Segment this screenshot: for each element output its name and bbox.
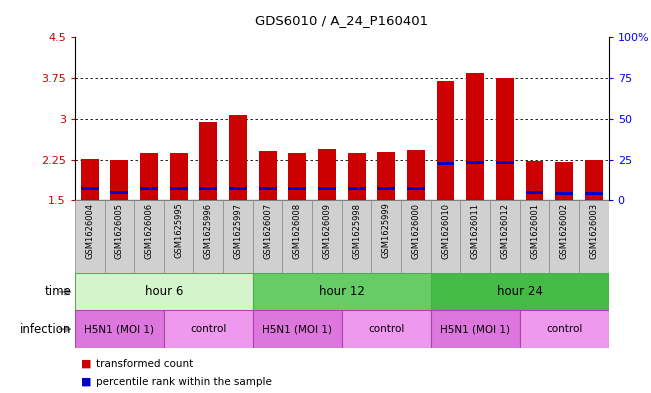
Bar (164, 310, 253, 348)
Bar (496, 78, 514, 200)
Text: GSM1626000: GSM1626000 (411, 203, 421, 259)
Bar (283, 200, 312, 273)
Bar (75, 310, 164, 348)
Bar (579, 200, 609, 273)
Bar (318, 149, 336, 200)
Bar (164, 200, 193, 273)
Bar (318, 187, 336, 190)
Bar (431, 273, 609, 310)
Bar (105, 200, 134, 273)
Bar (140, 187, 158, 190)
Text: H5N1 (MOI 1): H5N1 (MOI 1) (262, 324, 332, 334)
Bar (288, 187, 306, 190)
Bar (253, 310, 342, 348)
Text: control: control (368, 324, 404, 334)
Bar (111, 160, 128, 200)
Bar (525, 191, 544, 194)
Text: time: time (45, 285, 72, 298)
Text: GSM1626009: GSM1626009 (322, 203, 331, 259)
Bar (555, 193, 573, 195)
Bar (555, 162, 573, 200)
Bar (585, 193, 603, 195)
Bar (437, 162, 454, 165)
Bar (170, 153, 187, 200)
Bar (407, 187, 425, 190)
Text: GSM1625996: GSM1625996 (204, 203, 213, 259)
Text: GSM1625998: GSM1625998 (352, 203, 361, 259)
Text: GSM1626001: GSM1626001 (530, 203, 539, 259)
Bar (75, 273, 253, 310)
Text: H5N1 (MOI 1): H5N1 (MOI 1) (440, 324, 510, 334)
Bar (229, 187, 247, 190)
Text: GSM1626003: GSM1626003 (589, 203, 598, 259)
Bar (490, 200, 519, 273)
Bar (466, 161, 484, 164)
Bar (111, 191, 128, 194)
Bar (342, 310, 431, 348)
Bar (199, 187, 217, 190)
Text: percentile rank within the sample: percentile rank within the sample (96, 377, 271, 387)
Text: GDS6010 / A_24_P160401: GDS6010 / A_24_P160401 (255, 15, 428, 28)
Bar (372, 200, 401, 273)
Bar (134, 200, 164, 273)
Text: hour 6: hour 6 (145, 285, 183, 298)
Bar (253, 273, 431, 310)
Text: control: control (546, 324, 583, 334)
Bar (431, 310, 519, 348)
Bar (258, 151, 277, 200)
Bar (81, 187, 98, 190)
Text: ■: ■ (81, 377, 92, 387)
Text: GSM1625995: GSM1625995 (174, 203, 183, 259)
Bar (348, 152, 365, 200)
Text: infection: infection (20, 323, 72, 336)
Bar (253, 200, 283, 273)
Text: transformed count: transformed count (96, 359, 193, 369)
Text: GSM1626008: GSM1626008 (293, 203, 302, 259)
Bar (519, 310, 609, 348)
Text: hour 12: hour 12 (319, 285, 365, 298)
Bar (378, 151, 395, 200)
Text: GSM1626012: GSM1626012 (501, 203, 509, 259)
Text: GSM1626007: GSM1626007 (263, 203, 272, 259)
Bar (460, 200, 490, 273)
Bar (466, 73, 484, 200)
Bar (519, 200, 549, 273)
Text: GSM1625999: GSM1625999 (381, 203, 391, 259)
Bar (258, 187, 277, 190)
Bar (348, 187, 365, 190)
Bar (401, 200, 431, 273)
Bar (549, 200, 579, 273)
Bar (288, 153, 306, 200)
Text: GSM1626011: GSM1626011 (471, 203, 480, 259)
Text: hour 24: hour 24 (497, 285, 543, 298)
Bar (199, 121, 217, 200)
Text: GSM1626005: GSM1626005 (115, 203, 124, 259)
Text: GSM1626002: GSM1626002 (560, 203, 569, 259)
Bar (193, 200, 223, 273)
Bar (431, 200, 460, 273)
Text: GSM1625997: GSM1625997 (234, 203, 242, 259)
Bar (525, 161, 544, 200)
Bar (437, 81, 454, 200)
Text: ■: ■ (81, 359, 92, 369)
Bar (342, 200, 372, 273)
Text: H5N1 (MOI 1): H5N1 (MOI 1) (85, 324, 154, 334)
Bar (170, 187, 187, 190)
Bar (407, 151, 425, 200)
Bar (75, 200, 105, 273)
Bar (81, 158, 98, 200)
Text: GSM1626004: GSM1626004 (85, 203, 94, 259)
Text: GSM1626010: GSM1626010 (441, 203, 450, 259)
Bar (378, 187, 395, 190)
Bar (140, 153, 158, 200)
Bar (585, 160, 603, 200)
Text: GSM1626006: GSM1626006 (145, 203, 154, 259)
Bar (229, 114, 247, 200)
Bar (312, 200, 342, 273)
Bar (223, 200, 253, 273)
Text: control: control (190, 324, 227, 334)
Bar (496, 161, 514, 164)
